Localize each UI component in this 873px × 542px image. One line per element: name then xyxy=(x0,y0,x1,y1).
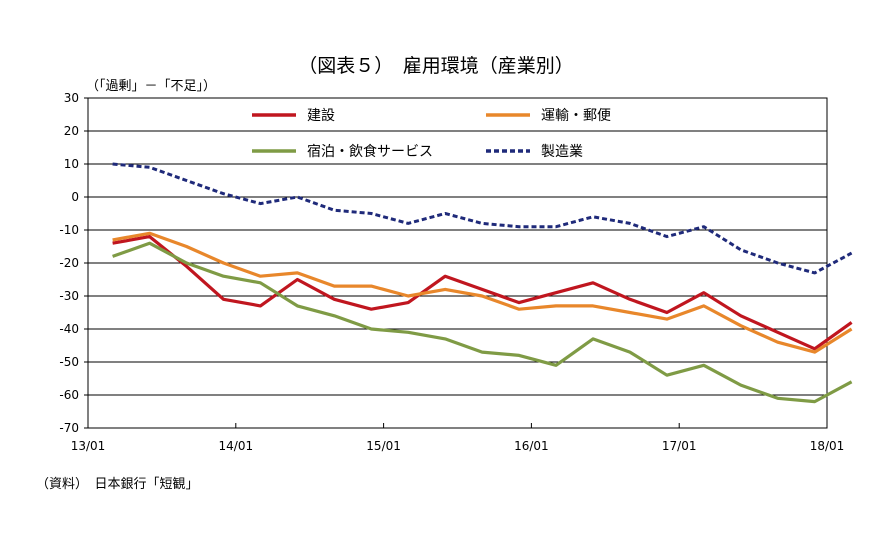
y-tick-label: -40 xyxy=(59,322,79,336)
y-axis-label: （「過剰」－「不足」） xyxy=(86,79,216,94)
x-tick-label: 15/01 xyxy=(366,439,401,453)
y-tick-label: -70 xyxy=(59,421,79,435)
x-axis-ticks: 13/01 14/01 15/01 16/01 17/01 18/01 xyxy=(71,423,845,453)
x-tick-label: 18/01 xyxy=(810,439,845,453)
legend-label: 宿泊・飲食サービス xyxy=(307,143,433,160)
y-tick-label: -50 xyxy=(59,355,79,369)
series-line xyxy=(112,235,853,351)
x-tick-label: 17/01 xyxy=(662,439,697,453)
chart-title: （図表５） 雇用環境（産業別） xyxy=(298,55,574,77)
series-line xyxy=(112,231,853,354)
source-note: （資料） 日本銀行「短観」 xyxy=(36,477,199,492)
y-tick-label: 10 xyxy=(64,157,79,171)
y-tick-label: 20 xyxy=(64,124,79,138)
legend-label: 建設 xyxy=(307,108,335,124)
y-axis-ticks: 30 20 10 0 -10 -20 -30 -40 -50 -60 -70 xyxy=(59,91,88,435)
y-tick-label: 30 xyxy=(64,91,79,105)
legend-label: 運輸・郵便 xyxy=(541,108,611,124)
y-tick-label: 0 xyxy=(71,190,79,204)
x-tick-label: 16/01 xyxy=(514,439,549,453)
y-tick-label: -10 xyxy=(59,223,79,237)
gridlines xyxy=(88,130,827,396)
series-line xyxy=(112,162,853,275)
y-tick-label: -60 xyxy=(59,388,79,402)
y-tick-label: -20 xyxy=(59,256,79,270)
y-tick-label: -30 xyxy=(59,289,79,303)
series-line xyxy=(112,241,853,404)
x-tick-label: 13/01 xyxy=(71,439,106,453)
x-tick-label: 14/01 xyxy=(219,439,254,453)
legend-label: 製造業 xyxy=(541,144,583,160)
series-lines xyxy=(112,162,853,404)
